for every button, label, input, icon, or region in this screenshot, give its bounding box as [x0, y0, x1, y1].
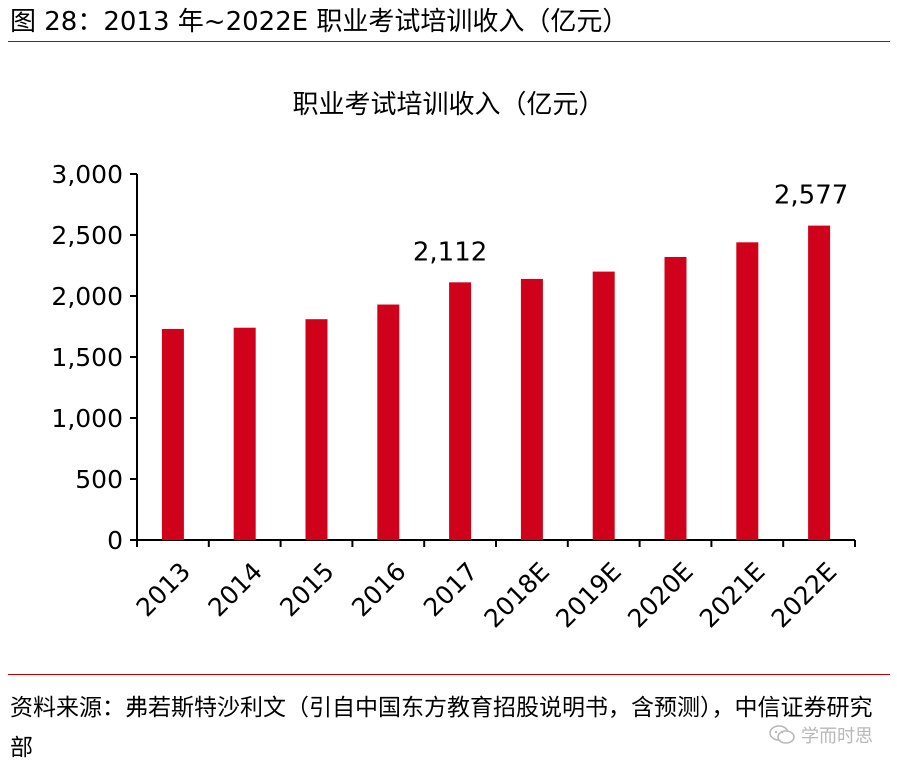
x-tick-label: 2014: [202, 557, 267, 622]
x-tick-label: 2019E: [550, 557, 627, 634]
x-axis: 2013 2014 2015 2016 20172018E2019E2020E2021E…: [131, 539, 856, 634]
figure-title: 图 28：2013 年~2022E 职业考试培训收入（亿元）: [10, 7, 629, 37]
bar-2021E: [736, 242, 759, 540]
y-axis: 0 500 1,000 1,500 2,000 2,500 3,000: [51, 160, 138, 555]
y-tick-label: 0: [107, 526, 123, 555]
bar-2017: [449, 282, 472, 540]
bar-2018E: [520, 278, 543, 540]
bar-2015: [305, 319, 328, 540]
chart-title: 职业考试培训收入（亿元）: [292, 90, 605, 120]
data-label: 2,112: [413, 237, 487, 267]
bar-2013: [161, 328, 184, 540]
x-tick-label: 2022E: [766, 557, 843, 634]
bars: [161, 225, 831, 540]
data-label: 2,577: [774, 181, 848, 211]
top-divider: [8, 41, 890, 42]
x-tick-label: 2018E: [478, 557, 555, 634]
x-tick-label: 2015: [274, 557, 339, 622]
y-tick-label: 1,000: [51, 404, 123, 433]
y-tick-label: 2,000: [51, 282, 123, 311]
watermark-text: 学而时思: [801, 726, 873, 747]
bar-2019E: [592, 271, 615, 540]
bar-2014: [233, 327, 256, 540]
source-note: 资料来源：弗若斯特沙利文（引自中国东方教育招股说明书，含预测），中信证券研究部: [10, 695, 873, 761]
x-tick-label: 2020E: [622, 557, 699, 634]
bar-2022E: [808, 225, 831, 540]
bar-2020E: [664, 256, 687, 540]
wechat-icon: [769, 725, 795, 745]
y-tick-label: 500: [75, 465, 123, 494]
y-tick-label: 1,500: [51, 343, 123, 372]
x-tick-label: 2016: [346, 557, 411, 622]
bottom-divider: [8, 674, 890, 675]
y-tick-label: 2,500: [51, 221, 123, 250]
x-tick-label: 2021E: [694, 557, 771, 634]
watermark: 学而时思: [769, 722, 873, 748]
y-tick-label: 3,000: [51, 160, 123, 189]
x-tick-label: 2017: [418, 557, 483, 622]
x-tick-label: 2013: [131, 557, 196, 622]
bar-2016: [377, 304, 400, 540]
data-labels: 2,112 2,577: [413, 181, 848, 268]
